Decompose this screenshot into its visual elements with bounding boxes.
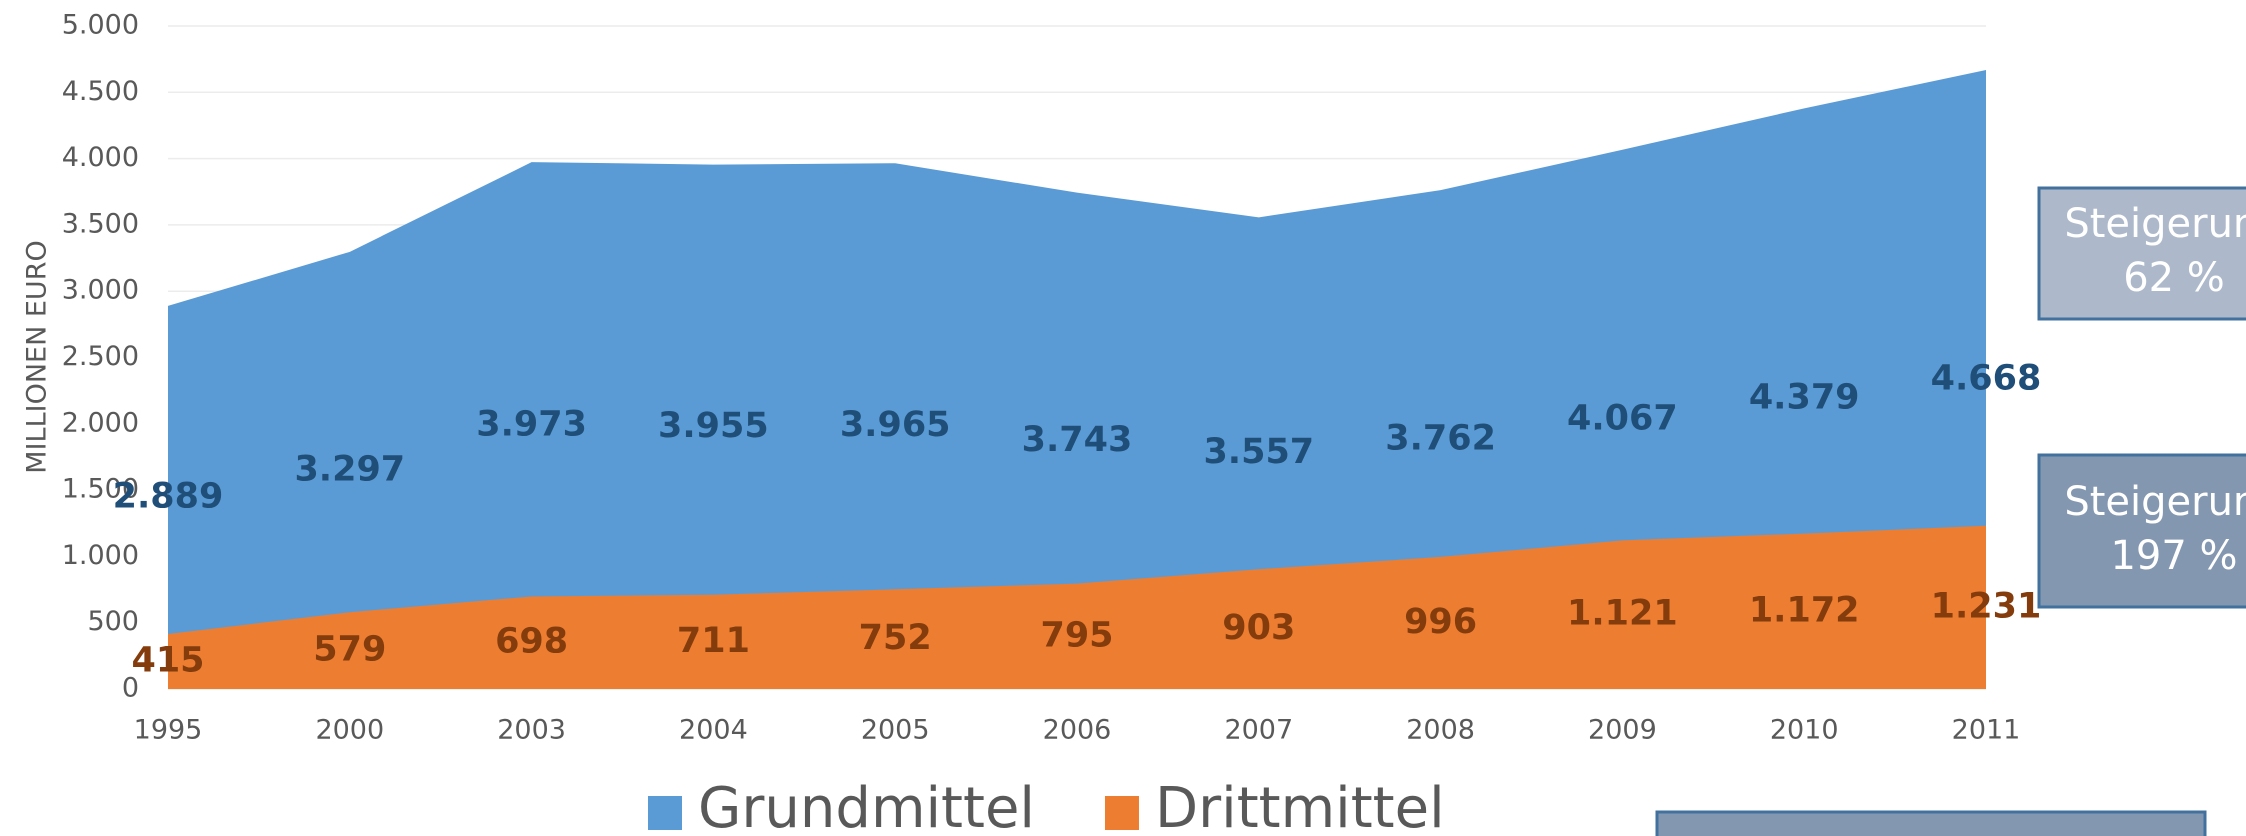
- annotation-text: Steigerung: [2064, 201, 2246, 247]
- legend-swatch: [648, 796, 682, 830]
- data-label: 711: [677, 621, 750, 661]
- data-label: 3.743: [1022, 420, 1133, 460]
- y-tick-label: 0: [122, 673, 139, 704]
- x-tick-label: 2005: [861, 715, 930, 746]
- data-label: 2.889: [113, 476, 224, 516]
- data-label: 1.121: [1567, 594, 1678, 634]
- x-tick-label: 2009: [1588, 715, 1657, 746]
- x-tick-label: 2000: [315, 715, 384, 746]
- area: [168, 70, 1986, 690]
- annotation-text: 62 %: [2123, 255, 2225, 301]
- y-tick-label: 1.500: [62, 474, 139, 505]
- data-label: 3.955: [658, 406, 769, 446]
- x-tick-label: 2010: [1770, 715, 1839, 746]
- y-tick-label: 500: [87, 606, 139, 637]
- data-label: 3.762: [1385, 419, 1496, 459]
- x-tick-label: 2011: [1952, 715, 2021, 746]
- data-label: 3.297: [294, 449, 405, 489]
- x-tick-label: 2004: [679, 715, 748, 746]
- y-tick-label: 3.000: [62, 275, 139, 306]
- annotation-box: [2037, 453, 2246, 609]
- data-label: 903: [1222, 608, 1295, 648]
- data-label: 1.231: [1931, 586, 2042, 626]
- legend-swatch: [1104, 796, 1139, 830]
- data-label: 752: [859, 618, 932, 658]
- data-label: 698: [495, 622, 568, 662]
- x-tick-label: 2007: [1224, 715, 1293, 746]
- annotation-text: 197 %: [2110, 533, 2237, 579]
- data-label: 795: [1040, 615, 1113, 655]
- data-label: 996: [1404, 602, 1477, 642]
- data-label: 3.973: [476, 405, 587, 445]
- x-tick-label: 2006: [1043, 715, 1112, 746]
- annotation-box: [2037, 186, 2246, 321]
- data-label: 4.067: [1567, 398, 1678, 438]
- annotation-box: [1655, 810, 2207, 836]
- data-label: 4.379: [1749, 378, 1860, 418]
- y-tick-label: 4.500: [62, 76, 139, 107]
- area: [168, 525, 1986, 689]
- y-axis-label: MILLIONEN EURO: [22, 240, 53, 473]
- y-tick-label: 2.000: [62, 407, 139, 438]
- x-tick-label: 2003: [497, 715, 566, 746]
- data-label: 4.668: [1931, 359, 2042, 399]
- y-tick-label: 2.500: [62, 341, 139, 372]
- data-label: 3.557: [1203, 432, 1314, 472]
- y-tick-label: 4.000: [62, 142, 139, 173]
- x-tick-label: 2008: [1406, 715, 1475, 746]
- data-label: 3.965: [840, 405, 951, 445]
- annotation-text: Steigerung: [2064, 479, 2246, 525]
- y-tick-label: 5.000: [62, 10, 139, 41]
- y-tick-label: 1.000: [62, 540, 139, 571]
- data-label: 1.172: [1749, 590, 1860, 630]
- data-label: 415: [131, 640, 204, 680]
- x-tick-label: 1995: [134, 715, 203, 746]
- legend-label: Grundmittel: [698, 776, 1035, 836]
- y-tick-label: 3.500: [62, 208, 139, 239]
- legend-label: Drittmittel: [1155, 776, 1445, 836]
- data-label: 579: [313, 630, 386, 670]
